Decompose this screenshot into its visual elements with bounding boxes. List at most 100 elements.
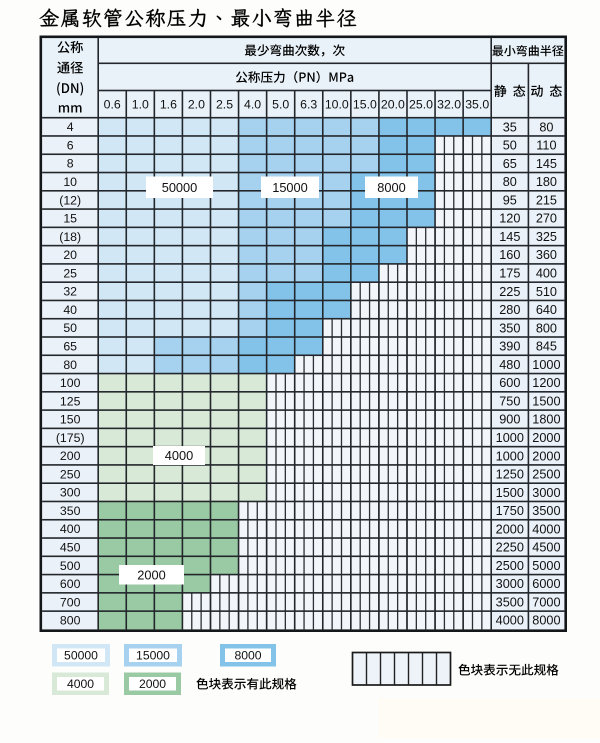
- svg-text:15.0: 15.0: [353, 97, 377, 111]
- svg-text:4000: 4000: [496, 614, 524, 628]
- svg-text:225: 225: [499, 285, 520, 299]
- svg-text:120: 120: [499, 212, 520, 226]
- svg-text:2500: 2500: [532, 468, 560, 482]
- svg-text:280: 280: [499, 303, 520, 317]
- svg-text:145: 145: [536, 157, 557, 171]
- svg-text:80: 80: [63, 358, 77, 372]
- svg-text:8: 8: [67, 157, 74, 171]
- svg-text:4000: 4000: [67, 677, 94, 691]
- svg-text:800: 800: [536, 321, 557, 335]
- svg-text:4000: 4000: [165, 448, 193, 463]
- svg-text:8000: 8000: [234, 649, 261, 663]
- svg-text:3500: 3500: [532, 504, 560, 518]
- svg-text:(175): (175): [56, 431, 85, 445]
- svg-text:6: 6: [67, 139, 74, 153]
- svg-text:15000: 15000: [136, 649, 170, 663]
- svg-text:2500: 2500: [496, 559, 524, 573]
- svg-text:270: 270: [536, 212, 557, 226]
- svg-text:35.0: 35.0: [465, 97, 489, 111]
- svg-text:0.6: 0.6: [104, 97, 121, 111]
- svg-text:32: 32: [63, 285, 77, 299]
- svg-text:400: 400: [60, 522, 81, 536]
- svg-text:50: 50: [503, 139, 517, 153]
- svg-text:180: 180: [536, 175, 557, 189]
- svg-text:4.0: 4.0: [244, 97, 261, 111]
- svg-text:1500: 1500: [532, 394, 560, 408]
- svg-text:900: 900: [499, 413, 520, 427]
- svg-text:845: 845: [536, 340, 557, 354]
- svg-text:300: 300: [60, 486, 81, 500]
- svg-text:10: 10: [63, 175, 77, 189]
- svg-text:35: 35: [503, 120, 517, 134]
- svg-text:10.0: 10.0: [325, 97, 349, 111]
- svg-text:3000: 3000: [496, 577, 524, 591]
- svg-text:32.0: 32.0: [437, 97, 461, 111]
- svg-text:1800: 1800: [532, 413, 560, 427]
- svg-text:325: 325: [536, 230, 557, 244]
- svg-text:2000: 2000: [137, 567, 165, 582]
- svg-text:100: 100: [60, 376, 81, 390]
- svg-text:2.5: 2.5: [216, 97, 233, 111]
- svg-text:20.0: 20.0: [381, 97, 405, 111]
- svg-text:95: 95: [503, 193, 517, 207]
- svg-text:600: 600: [60, 577, 81, 591]
- svg-text:8000: 8000: [532, 614, 560, 628]
- svg-text:2250: 2250: [496, 541, 524, 555]
- svg-text:160: 160: [499, 248, 520, 262]
- svg-text:750: 750: [499, 394, 520, 408]
- svg-text:2000: 2000: [532, 449, 560, 463]
- svg-text:40: 40: [63, 303, 77, 317]
- svg-text:50000: 50000: [162, 180, 198, 195]
- svg-text:80: 80: [539, 120, 553, 134]
- svg-text:400: 400: [536, 267, 557, 281]
- svg-text:1000: 1000: [496, 431, 524, 445]
- svg-text:215: 215: [536, 193, 557, 207]
- svg-text:1200: 1200: [532, 376, 560, 390]
- svg-text:250: 250: [60, 467, 81, 481]
- svg-text:350: 350: [499, 321, 520, 335]
- svg-text:360: 360: [536, 248, 557, 262]
- svg-text:1750: 1750: [496, 504, 524, 518]
- svg-text:1.6: 1.6: [160, 97, 177, 111]
- svg-text:1250: 1250: [496, 468, 524, 482]
- svg-text:4500: 4500: [532, 541, 560, 555]
- svg-text:1000: 1000: [496, 449, 524, 463]
- svg-text:800: 800: [60, 614, 81, 628]
- svg-text:1500: 1500: [496, 486, 524, 500]
- svg-text:50: 50: [63, 321, 77, 335]
- svg-text:15000: 15000: [272, 180, 308, 195]
- svg-text:(18): (18): [59, 230, 81, 244]
- svg-text:4: 4: [67, 120, 74, 134]
- svg-text:510: 510: [536, 285, 557, 299]
- svg-text:65: 65: [63, 340, 77, 354]
- svg-text:65: 65: [503, 157, 517, 171]
- svg-text:1.0: 1.0: [132, 97, 149, 111]
- svg-text:1000: 1000: [532, 358, 560, 372]
- svg-text:600: 600: [499, 376, 520, 390]
- svg-text:150: 150: [60, 413, 81, 427]
- svg-text:6.3: 6.3: [300, 97, 317, 111]
- svg-text:2.0: 2.0: [188, 97, 205, 111]
- svg-text:2000: 2000: [139, 677, 166, 691]
- svg-text:3500: 3500: [496, 596, 524, 610]
- svg-text:175: 175: [499, 267, 520, 281]
- svg-text:5.0: 5.0: [272, 97, 289, 111]
- svg-text:80: 80: [503, 175, 517, 189]
- svg-text:2000: 2000: [532, 431, 560, 445]
- svg-text:125: 125: [60, 394, 81, 408]
- svg-text:500: 500: [60, 559, 81, 573]
- svg-text:8000: 8000: [377, 180, 405, 195]
- svg-text:6000: 6000: [532, 577, 560, 591]
- svg-text:50000: 50000: [64, 649, 98, 663]
- svg-text:450: 450: [60, 541, 81, 555]
- svg-text:(12): (12): [59, 193, 81, 207]
- svg-text:5000: 5000: [532, 559, 560, 573]
- svg-text:15: 15: [63, 212, 77, 226]
- svg-text:200: 200: [60, 449, 81, 463]
- svg-text:640: 640: [536, 303, 557, 317]
- svg-text:700: 700: [60, 595, 81, 609]
- svg-text:390: 390: [499, 340, 520, 354]
- svg-text:25.0: 25.0: [409, 97, 433, 111]
- svg-text:2000: 2000: [496, 522, 524, 536]
- svg-text:25: 25: [63, 266, 77, 280]
